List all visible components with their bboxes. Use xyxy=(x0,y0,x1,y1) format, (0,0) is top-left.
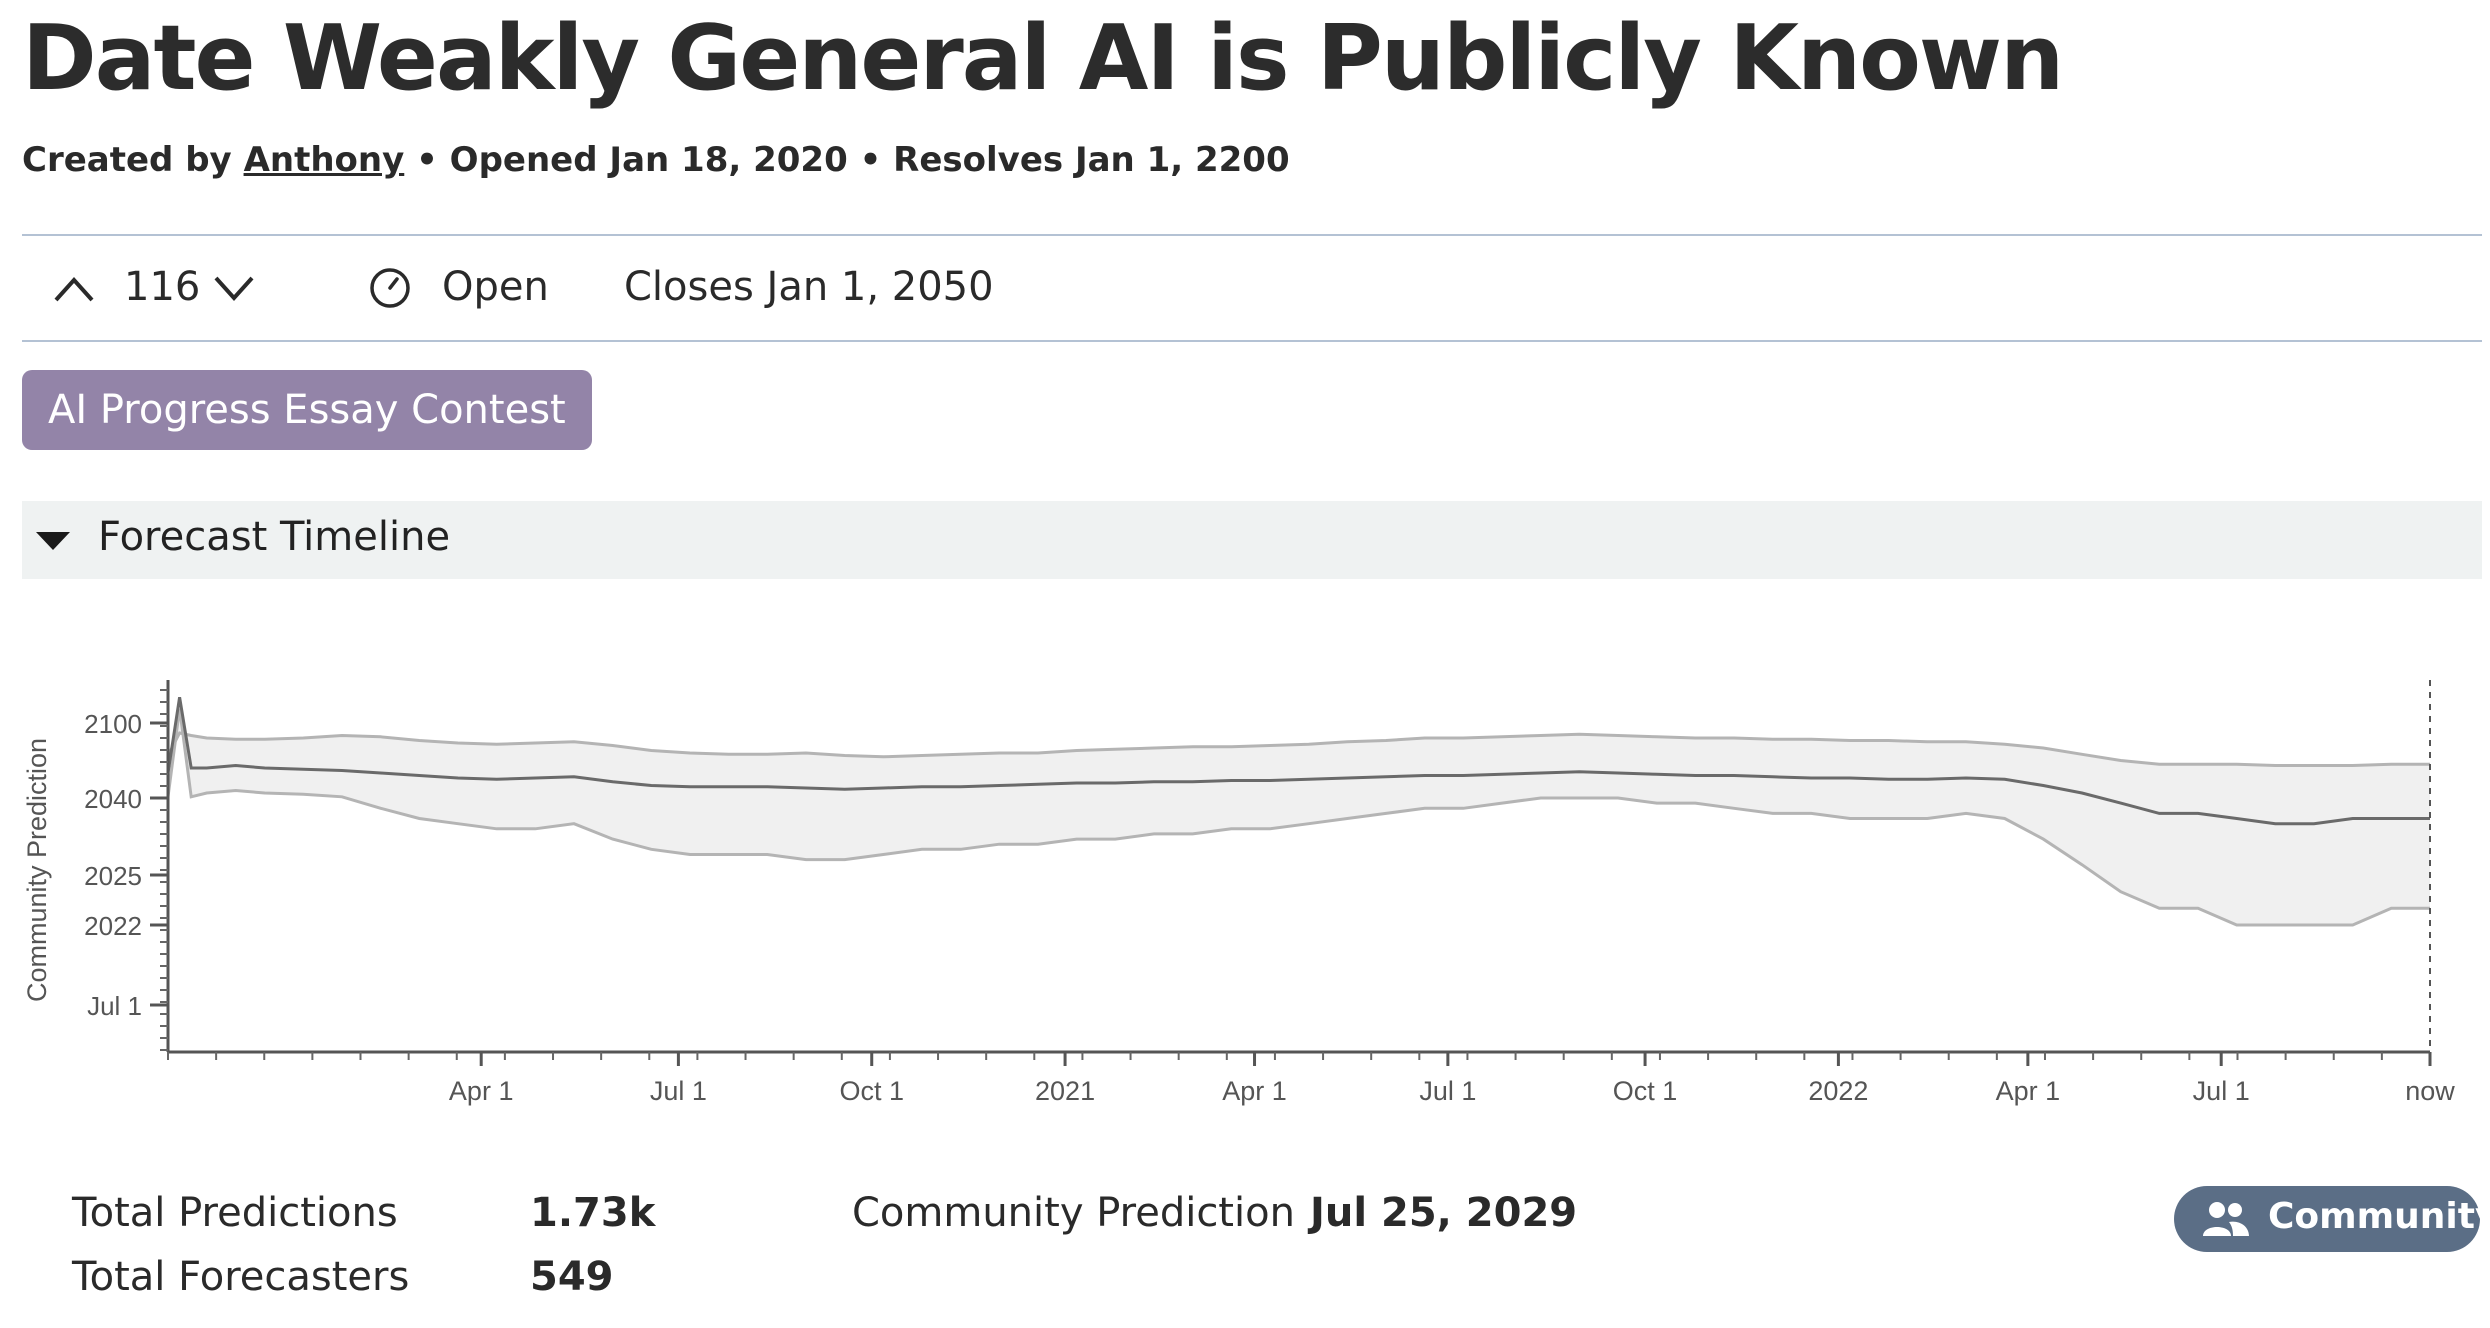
y-tick-label: 2100 xyxy=(84,709,142,739)
people-icon xyxy=(2203,1202,2249,1236)
community-prediction-label: Community Prediction xyxy=(852,1190,1295,1236)
closes-date: Closes Jan 1, 2050 xyxy=(624,264,994,310)
question-meta: Created by Anthony • Opened Jan 18, 2020… xyxy=(22,140,1290,180)
community-button[interactable]: Community xyxy=(2174,1186,2490,1252)
community-button-label: Community xyxy=(2268,1196,2490,1237)
upper-bound-line xyxy=(166,731,2430,767)
confidence-band xyxy=(168,708,2430,925)
x-tick-label: 2021 xyxy=(1035,1076,1095,1106)
x-tick-label: Apr 1 xyxy=(449,1076,514,1106)
chevron-up-icon[interactable] xyxy=(52,270,96,306)
vote-count: 116 xyxy=(124,264,201,310)
y-tick-label: Jul 1 xyxy=(87,991,142,1021)
timeline-section-header[interactable] xyxy=(22,501,2482,579)
author-link[interactable]: Anthony xyxy=(243,140,405,180)
total-forecasters-value: 549 xyxy=(530,1254,614,1300)
status-label: Open xyxy=(442,264,549,310)
y-tick-label: 2040 xyxy=(84,784,142,814)
created-by-label: Created by xyxy=(22,140,232,180)
y-tick-label: 2022 xyxy=(84,911,142,941)
total-predictions-value: 1.73k xyxy=(530,1190,656,1236)
opened-date: • Opened Jan 18, 2020 xyxy=(416,140,848,180)
median-line xyxy=(166,696,2430,826)
x-tick-label: Apr 1 xyxy=(1996,1076,2061,1106)
caret-down-icon[interactable] xyxy=(34,530,72,552)
chevron-down-icon[interactable] xyxy=(212,270,256,306)
community-prediction-value: Jul 25, 2029 xyxy=(1310,1190,1578,1236)
timeline-section-label: Forecast Timeline xyxy=(98,514,451,560)
x-tick-label: 2022 xyxy=(1808,1076,1868,1106)
total-forecasters-label: Total Forecasters xyxy=(72,1254,410,1300)
y-tick-label: 2025 xyxy=(84,861,142,891)
total-predictions-label: Total Predictions xyxy=(72,1190,398,1236)
y-axis-label: Community Prediction xyxy=(22,738,52,1002)
clock-icon xyxy=(370,268,410,308)
lower-bound-line xyxy=(166,708,2430,927)
x-tick-label: Oct 1 xyxy=(839,1076,904,1106)
forecast-timeline-chart[interactable]: 2100 2040 2025 2022 Jul 1 Apr 1 Jul 1 Oct 1 2021… xyxy=(0,660,2490,1130)
x-tick-label: Apr 1 xyxy=(1222,1076,1287,1106)
category-tag[interactable]: AI Progress Essay Contest xyxy=(22,370,592,450)
x-tick-label: now xyxy=(2405,1076,2455,1106)
resolves-date: • Resolves Jan 1, 2200 xyxy=(859,140,1290,180)
x-tick-label: Jul 1 xyxy=(1419,1076,1476,1106)
x-tick-label: Jul 1 xyxy=(2193,1076,2250,1106)
x-tick-label: Jul 1 xyxy=(650,1076,707,1106)
x-tick-label: Oct 1 xyxy=(1613,1076,1678,1106)
page-title: Date Weakly General AI is Publicly Known xyxy=(22,6,2064,111)
divider xyxy=(22,234,2482,236)
divider xyxy=(22,340,2482,342)
